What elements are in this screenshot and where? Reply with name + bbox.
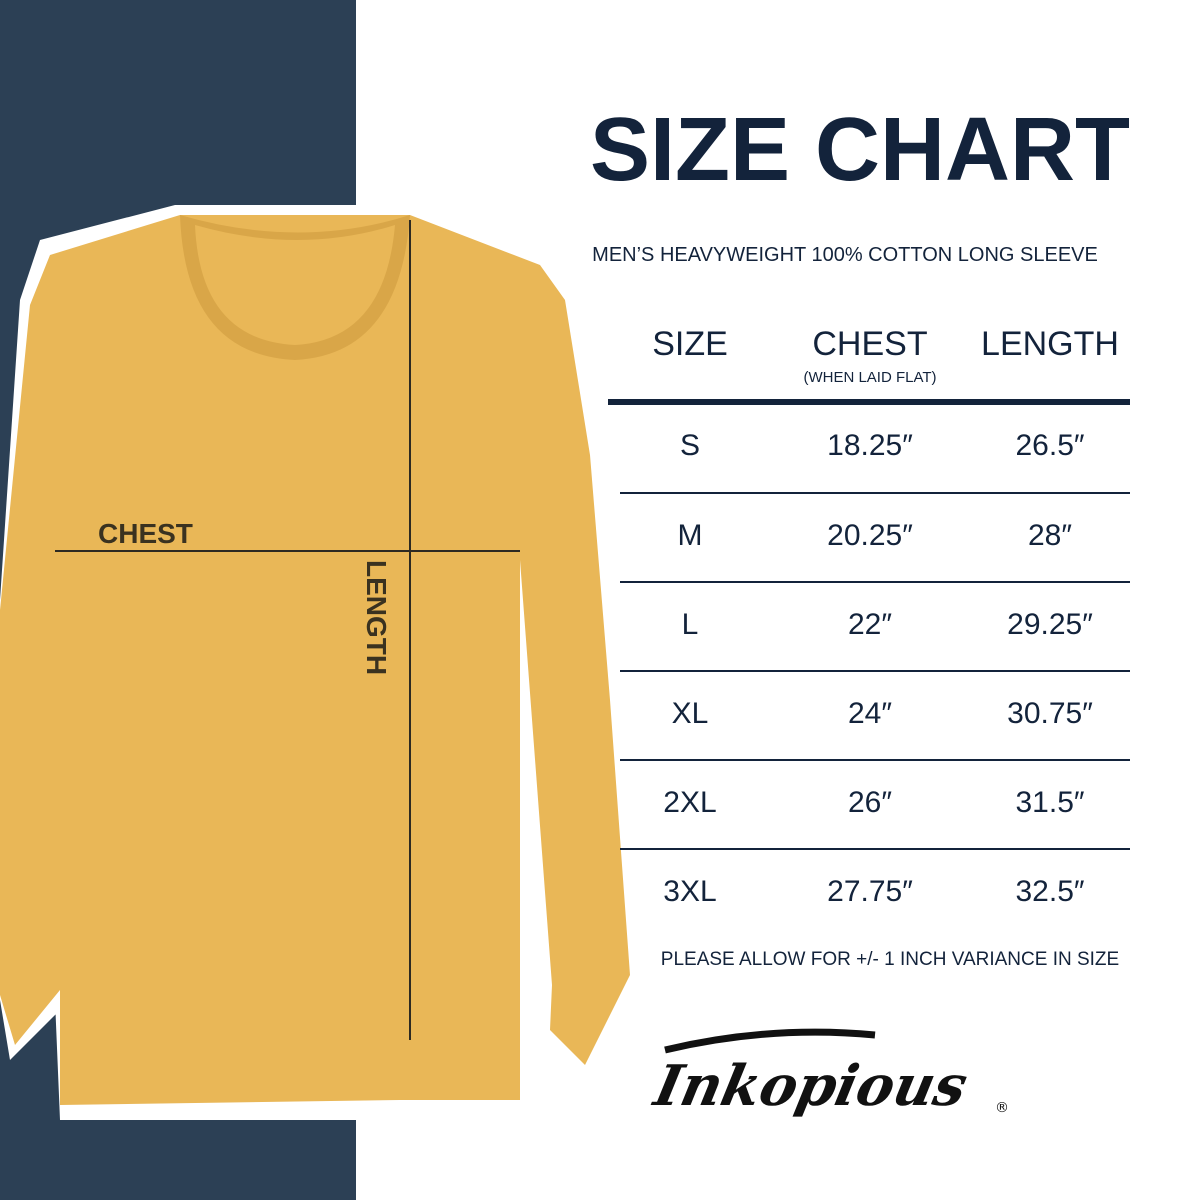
row-divider [620, 759, 1130, 761]
svg-text:®: ® [995, 1100, 1009, 1116]
cell-size: S [679, 429, 700, 462]
table-row: S 18.25″ 26.5″ [600, 402, 1140, 491]
cell-length: 30.75″ [1007, 697, 1093, 730]
cell-size: L [681, 608, 699, 641]
header-chest-note: (WHEN LAID FLAT) [803, 369, 937, 386]
table-row: L 22″ 29.25″ [600, 581, 1140, 670]
row-divider [620, 670, 1130, 672]
table-row: XL 24″ 30.75″ [600, 670, 1140, 759]
cell-chest: 24″ [848, 697, 892, 730]
table-row: 2XL 26″ 31.5″ [600, 759, 1140, 848]
cell-size: XL [671, 697, 709, 730]
subtitle: MEN’S HEAVYWEIGHT 100% COTTON LONG SLEEV… [592, 244, 1098, 266]
chest-label: CHEST [98, 518, 193, 549]
header-chest: CHEST [812, 325, 928, 363]
cell-length: 28″ [1028, 519, 1072, 552]
table-row: 3XL 27.75″ 32.5″ [600, 848, 1140, 937]
cell-length: 26.5″ [1015, 429, 1085, 462]
cell-chest: 27.75″ [827, 875, 913, 908]
header-size: SIZE [652, 325, 728, 363]
svg-text:Inkopious: Inkopious [650, 1054, 973, 1119]
cell-size: 2XL [663, 786, 717, 819]
cell-length: 32.5″ [1015, 875, 1085, 908]
row-divider [620, 581, 1130, 583]
page-title: SIZE CHART [590, 100, 1130, 200]
cell-size: M [677, 519, 703, 552]
header-length: LENGTH [981, 325, 1119, 363]
shirt-illustration [0, 215, 630, 1105]
cell-chest: 18.25″ [827, 429, 913, 462]
row-divider [620, 492, 1130, 494]
length-label: LENGTH [361, 560, 392, 676]
cell-chest: 26″ [848, 786, 892, 819]
cell-length: 31.5″ [1015, 786, 1085, 819]
inkopious-logo: Inkopious ® [650, 1028, 1009, 1119]
cell-length: 29.25″ [1007, 608, 1093, 641]
cell-size: 3XL [663, 875, 717, 908]
header-divider [608, 399, 1130, 405]
table-row: M 20.25″ 28″ [600, 492, 1140, 581]
shirt-body [0, 215, 630, 1105]
variance-note: PLEASE ALLOW FOR +/- 1 INCH VARIANCE IN … [660, 949, 1120, 970]
cell-chest: 20.25″ [827, 519, 913, 552]
row-divider [620, 848, 1130, 850]
cell-chest: 22″ [848, 608, 892, 641]
